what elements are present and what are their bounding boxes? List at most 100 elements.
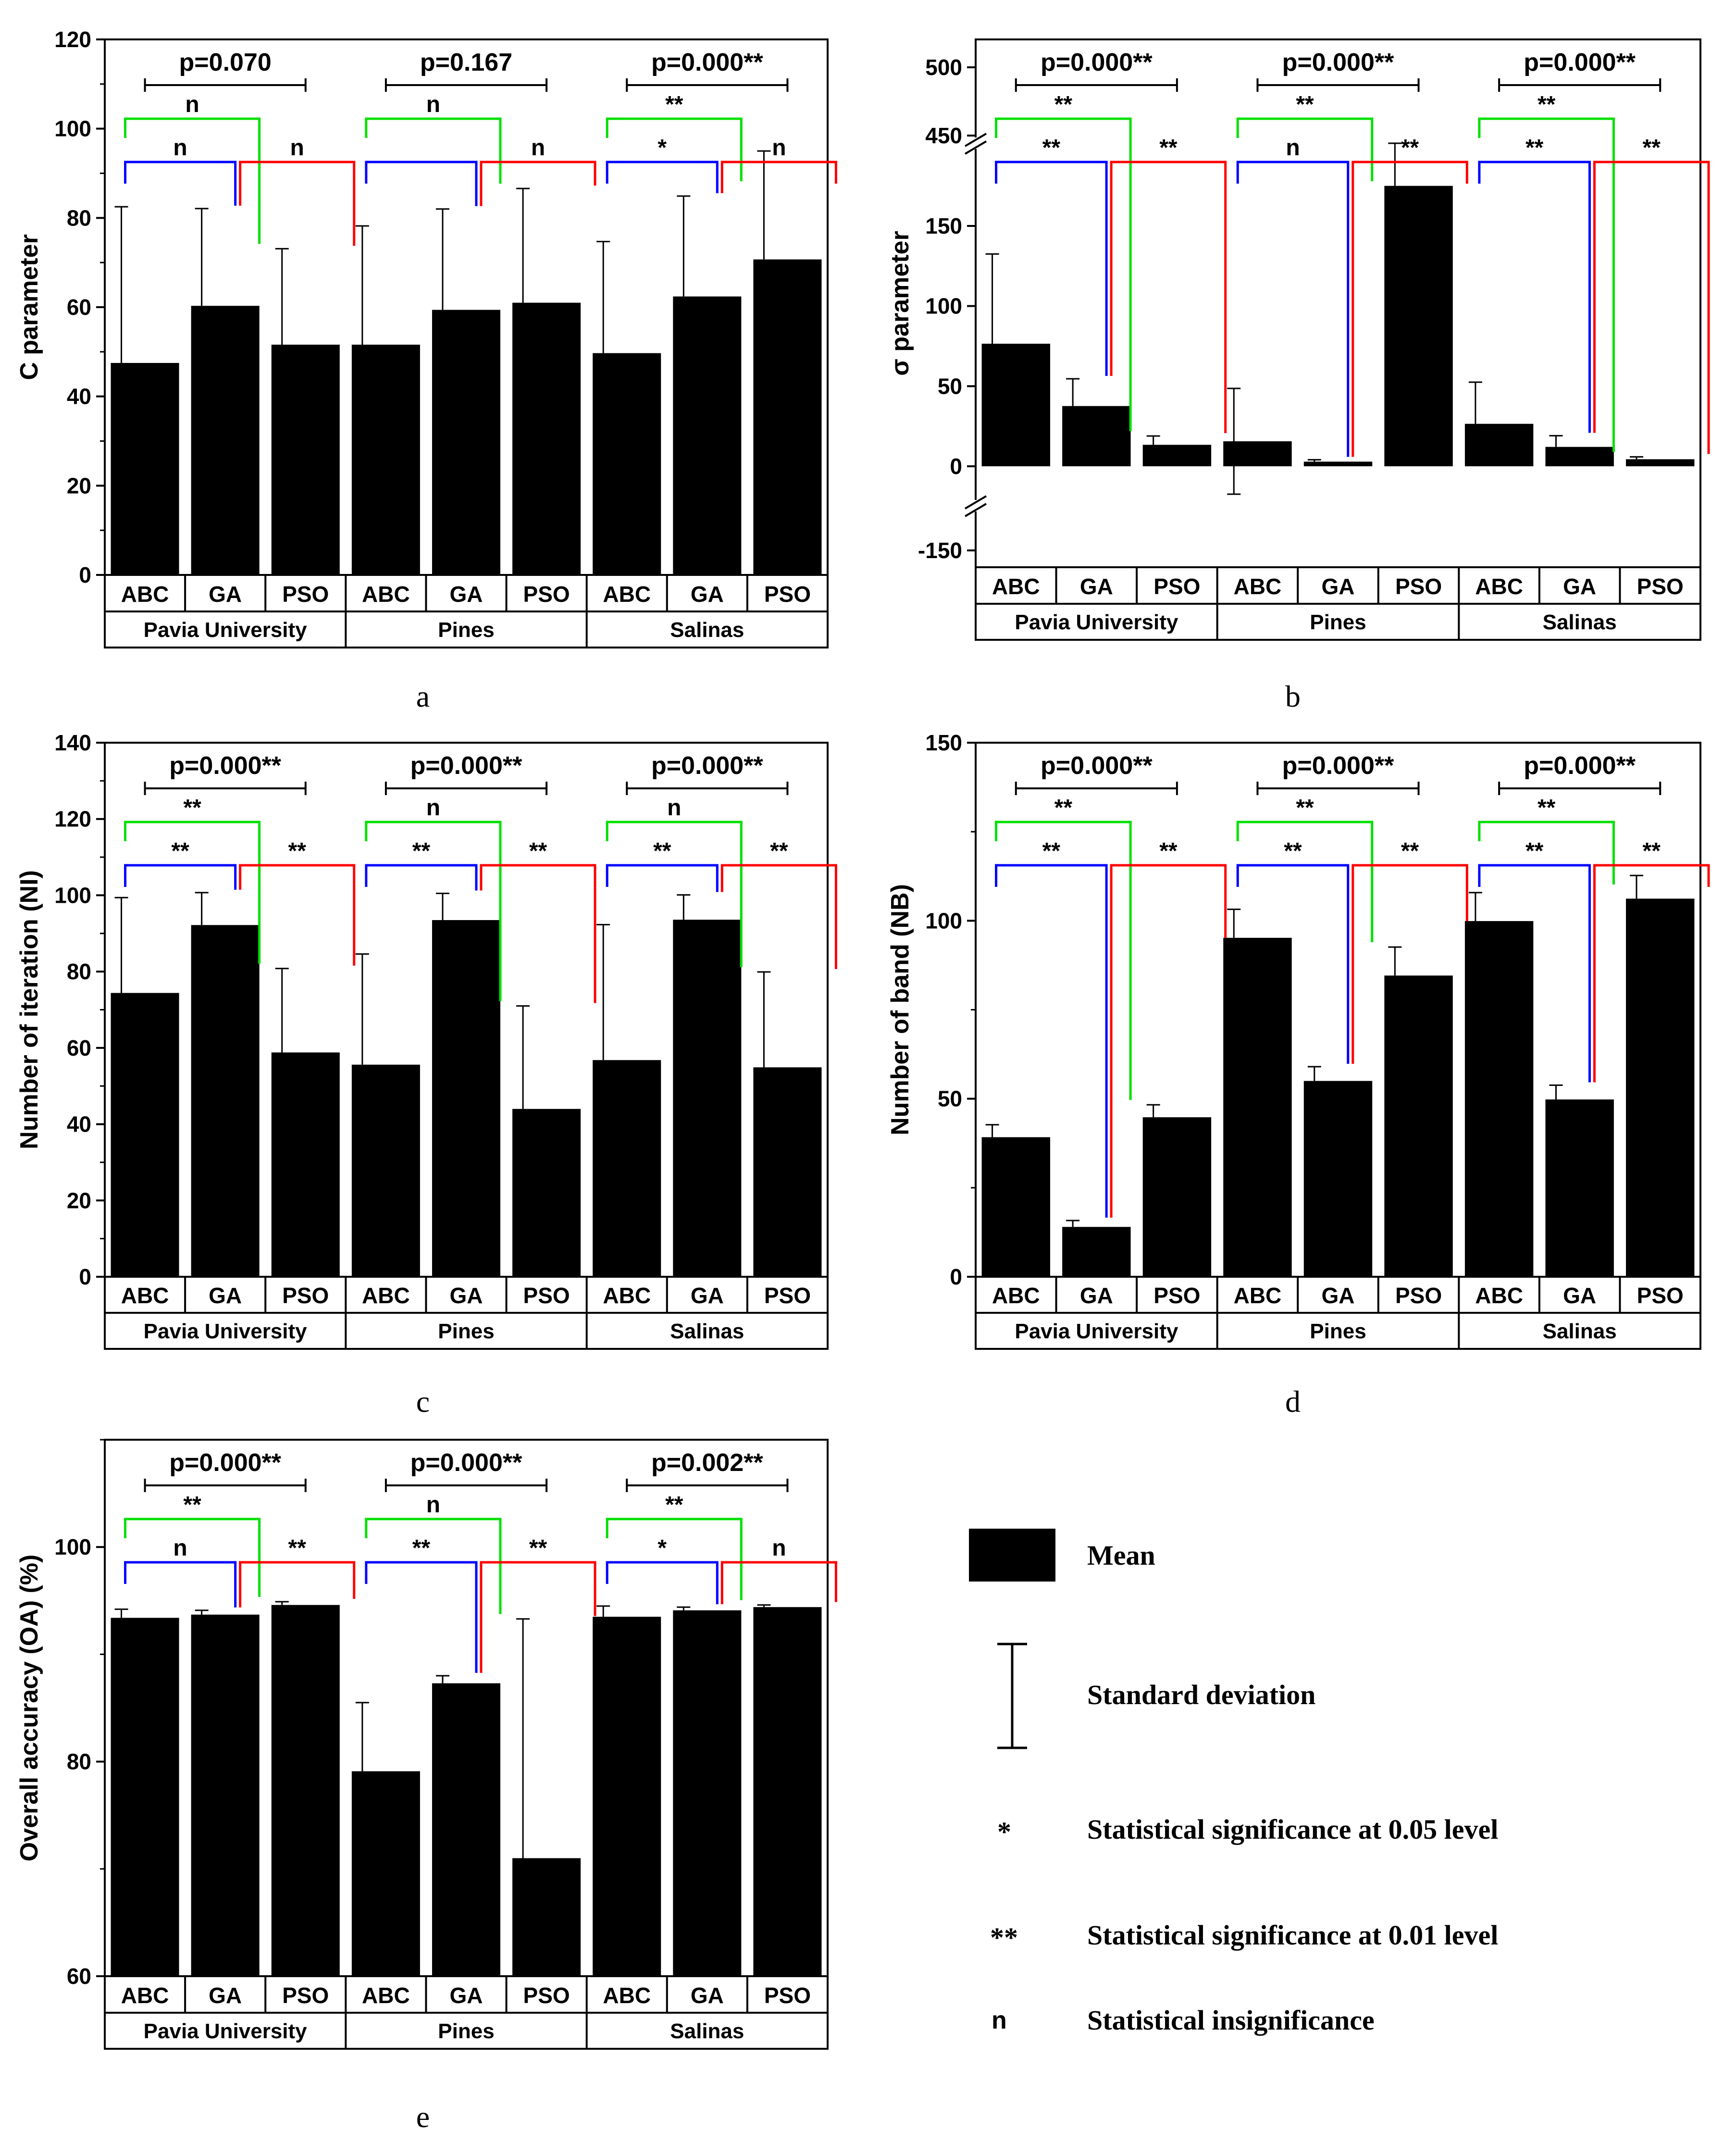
bracket-abc-pso [1478,117,1615,452]
bracket-abc-ga-label: ** [1525,838,1544,864]
overall-p-value: p=0.167 [420,49,512,76]
chart-panel-b: -150 0 50 100 150 450 500 σ parameter Pavia Univ… [886,38,1710,713]
group-label: Pines [1310,611,1366,634]
bar-pavia-university-pso [271,1605,340,1976]
category-label: PSO [1395,1283,1442,1308]
bar-pines-ga [1303,461,1373,466]
overall-p-value: p=0.000** [1041,49,1153,76]
bar-salinas-abc [1464,921,1534,1277]
bar-pavia-university-pso [1142,445,1212,466]
y-tick-label: 60 [67,1035,91,1060]
category-label: GA [1563,574,1596,599]
y-tick-label: 20 [67,473,91,498]
bracket-abc-ga-label: ** [412,838,431,864]
bracket-abc-pso-label: ** [665,1492,683,1518]
category-label: ABC [362,1983,410,2008]
bar-pavia-university-abc [111,363,179,575]
axis-break-mark [964,495,987,510]
bracket-ga-pso [480,161,596,206]
y-tick-label: 80 [67,205,91,230]
bracket-ga-pso [720,161,837,193]
bracket-ga-pso-label: n [290,135,304,161]
bar-pavia-university-ga [1062,1227,1131,1277]
category-label: GA [209,1983,242,2008]
bracket-abc-pso [365,821,502,1001]
bar-pavia-university-ga [191,1614,260,1976]
category-label: PSO [282,582,329,607]
bar-pines-pso [512,1109,581,1277]
bracket-ga-pso [239,864,356,966]
group-label: Salinas [670,2019,744,2043]
y-tick-label: 100 [925,908,962,933]
category-label: ABC [121,582,169,607]
group-label: Pines [1310,1320,1366,1343]
legend-ns-label: Statistical insignificance [1087,2005,1375,2036]
bracket-abc-ga [1236,864,1350,1064]
category-label: PSO [764,1283,811,1308]
category-label: ABC [992,574,1040,599]
panel-label: e [416,2100,430,2134]
y-axis-label: σ parameter [886,231,914,376]
bracket-abc-ga [365,864,478,891]
bar-pines-ga [1303,1081,1373,1277]
overall-p-value: p=0.000** [1282,49,1394,76]
bar-salinas-ga [1545,447,1614,466]
category-label: ABC [1475,1283,1523,1308]
y-tick-label: 0 [950,454,962,479]
bar-pines-pso [512,302,581,575]
bracket-ga-pso-label: ** [529,838,547,864]
category-label: PSO [1395,574,1442,599]
category-label: GA [691,1983,724,2008]
bracket-abc-ga [606,161,719,193]
bracket-abc-ga-label: n [173,135,187,161]
axis-break-mark [964,503,987,517]
panel-label: d [1285,1384,1301,1419]
category-label: PSO [1153,1283,1200,1308]
bracket-ga-pso [480,1561,596,1673]
bracket-ga-pso-label: n [772,135,786,161]
bar-pavia-university-abc [111,1618,179,1976]
category-label: GA [1322,1283,1355,1308]
chart-panels: 0 20 40 60 80 100 120 C parameter Pavia Universi… [15,27,1710,2134]
bracket-abc-pso-label: n [426,1492,440,1518]
group-label: Salinas [1543,611,1617,634]
bracket-abc-ga [124,864,237,890]
y-tick-label: 150 [925,730,962,755]
overall-p-value: p=0.000** [651,49,763,76]
overall-p-value: p=0.000** [410,1449,522,1477]
bracket-abc-ga [1236,161,1350,457]
bracket-ga-pso [239,161,356,246]
bracket-ga-pso [1593,864,1710,1083]
legend-mean-swatch [969,1529,1055,1582]
category-label: GA [209,1283,242,1308]
legend-sd-symbol [997,1643,1027,1749]
bracket-abc-pso [365,117,502,184]
category-label: GA [450,1983,483,2008]
bracket-abc-pso-label: ** [1054,795,1073,821]
bar-pavia-university-ga [191,925,260,1277]
bracket-ga-pso-label: ** [288,1535,307,1561]
overall-p-value: p=0.000** [651,752,763,780]
legend-sig05-symbol: * [997,1816,1011,1847]
bar-pavia-university-abc [111,993,179,1277]
group-label: Pavia University [144,1320,307,1343]
bar-pines-ga [432,1683,501,1976]
y-tick-label: 100 [54,1534,91,1559]
bracket-abc-pso-label: ** [1538,92,1556,117]
bar-salinas-abc [593,353,661,575]
bar-pines-abc [351,1771,420,1976]
bar-salinas-abc [1464,424,1534,466]
category-label: ABC [603,582,651,607]
bracket-ga-pso-label: n [772,1535,786,1561]
y-tick-label: 80 [67,959,91,984]
bracket-abc-pso [995,821,1132,1100]
bracket-abc-ga [365,161,478,206]
bracket-abc-pso [124,821,261,964]
bracket-abc-ga [124,161,237,206]
y-tick-label: 120 [54,807,91,832]
bracket-abc-pso-label: n [667,795,681,821]
y-tick-label: 0 [950,1264,962,1289]
y-tick-label: 40 [67,1112,91,1137]
group-label: Pavia University [1015,1320,1178,1343]
category-label: GA [691,1283,724,1308]
